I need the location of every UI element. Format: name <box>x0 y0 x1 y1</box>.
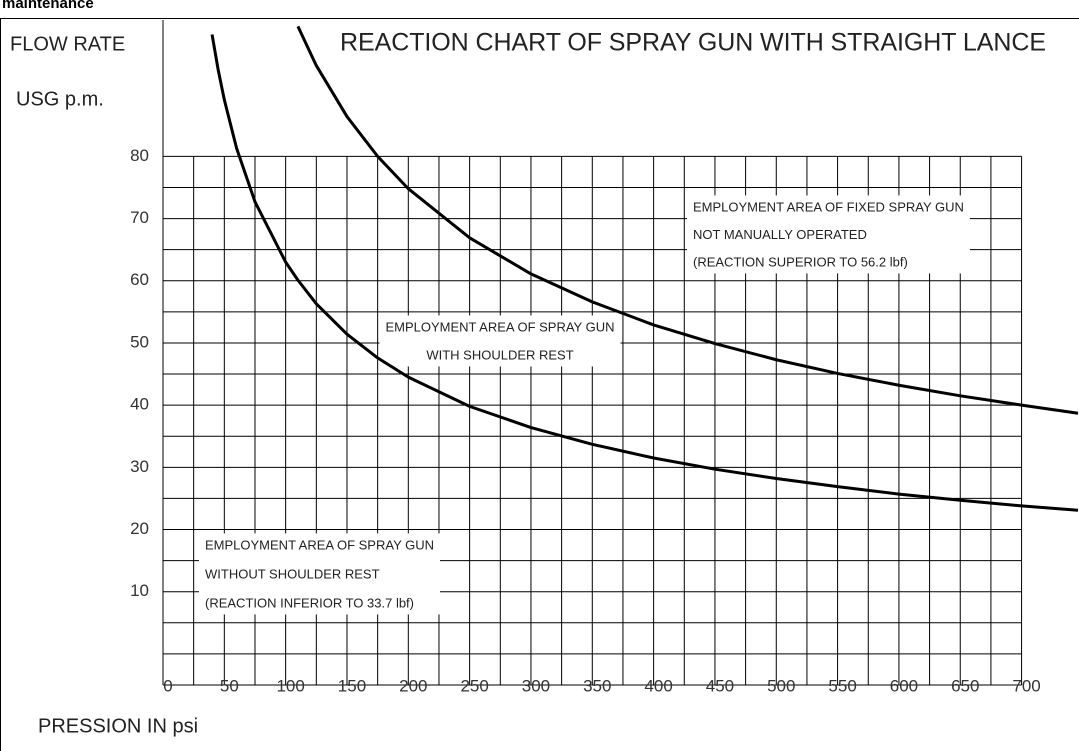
y-axis-label: FLOW RATE <box>10 33 125 55</box>
x-tick-label: 250 <box>460 676 488 695</box>
y-tick-label: 30 <box>130 457 149 476</box>
x-tick-label: 50 <box>220 676 239 695</box>
y-tick-label: 80 <box>130 146 149 165</box>
annotation-text: WITH SHOULDER REST <box>426 347 573 362</box>
y-tick-label: 40 <box>130 395 149 414</box>
annotation: EMPLOYMENT AREA OF FIXED SPRAY GUN NOT MA… <box>687 195 970 274</box>
annotation-text: (REACTION INFERIOR TO 33.7 lbf) <box>205 595 414 610</box>
y-axis-label: USG p.m. <box>16 88 104 110</box>
x-tick-label: 200 <box>399 676 427 695</box>
y-tick-label: 50 <box>130 332 149 351</box>
page-header: maintenance <box>2 0 94 12</box>
annotation-text: EMPLOYMENT AREA OF FIXED SPRAY GUN <box>693 199 964 214</box>
curve <box>296 25 1079 415</box>
chart-frame <box>0 18 1079 751</box>
x-tick-label: 0 <box>163 676 172 695</box>
annotation: EMPLOYMENT AREA OF SPRAY GUN WITHOUT SHOU… <box>199 533 441 615</box>
chart-title: REACTION CHART OF SPRAY GUN WITH STRAIGH… <box>340 29 1046 57</box>
annotation-text: (REACTION SUPERIOR TO 56.2 lbf) <box>693 254 908 269</box>
x-tick-label: 450 <box>706 676 734 695</box>
y-tick-label: 20 <box>130 519 149 538</box>
y-tick-label: 70 <box>130 208 149 227</box>
annotation: EMPLOYMENT AREA OF SPRAY GUN WITH SHOULDE… <box>379 315 621 367</box>
annotation-text: WITHOUT SHOULDER REST <box>205 566 380 581</box>
x-tick-label: 400 <box>644 676 672 695</box>
x-axis-label: PRESSION IN psi <box>38 715 198 737</box>
annotation-text: EMPLOYMENT AREA OF SPRAY GUN <box>385 319 614 334</box>
y-tick-label: 60 <box>130 270 149 289</box>
x-tick-label: 650 <box>951 676 979 695</box>
x-tick-label: 600 <box>890 676 918 695</box>
annotation-text: NOT MANUALLY OPERATED <box>693 227 867 242</box>
annotation-text: EMPLOYMENT AREA OF SPRAY GUN <box>205 537 434 552</box>
x-tick-label: 350 <box>583 676 611 695</box>
curve <box>210 34 1079 512</box>
x-tick-label: 100 <box>276 676 304 695</box>
x-tick-label: 500 <box>767 676 795 695</box>
x-tick-label: 550 <box>828 676 856 695</box>
x-tick-label: 300 <box>522 676 550 695</box>
annotation-box <box>687 195 970 274</box>
x-tick-label: 150 <box>338 676 366 695</box>
annotation-box <box>379 315 621 367</box>
x-tick-label: 700 <box>1012 676 1040 695</box>
annotation-box <box>199 533 441 615</box>
y-tick-label: 10 <box>130 581 149 600</box>
